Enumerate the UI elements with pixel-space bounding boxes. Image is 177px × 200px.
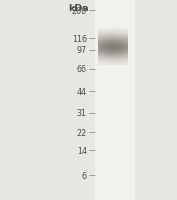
- Text: 97: 97: [76, 46, 87, 55]
- Text: kDa: kDa: [68, 4, 88, 13]
- Text: 31: 31: [77, 109, 87, 117]
- Text: 6: 6: [82, 171, 87, 180]
- Text: 116: 116: [72, 35, 87, 43]
- Bar: [135, 0, 177, 200]
- Text: 44: 44: [77, 88, 87, 96]
- Text: 22: 22: [76, 128, 87, 137]
- Text: 66: 66: [77, 65, 87, 74]
- Text: 14: 14: [77, 146, 87, 155]
- Text: 200: 200: [72, 7, 87, 15]
- Bar: [95, 0, 135, 200]
